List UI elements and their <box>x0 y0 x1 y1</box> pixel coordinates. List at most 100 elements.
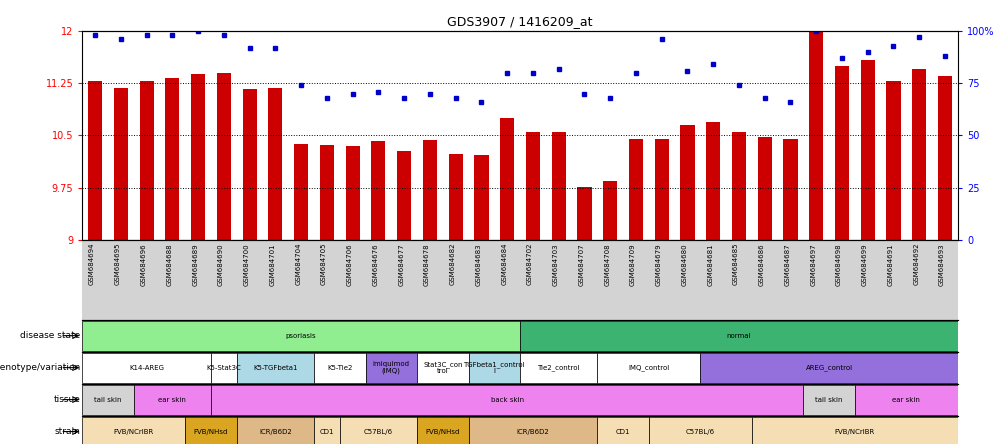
Bar <box>113 88 128 240</box>
Text: TGFbeta1_control
l: TGFbeta1_control l <box>463 361 525 374</box>
Text: normal: normal <box>726 333 750 339</box>
Bar <box>417 416 468 444</box>
Bar <box>474 155 488 240</box>
Bar <box>448 154 462 240</box>
Bar <box>500 118 514 240</box>
Text: FVB/NCrIBR: FVB/NCrIBR <box>113 428 153 435</box>
Bar <box>88 81 102 240</box>
Bar <box>752 416 957 444</box>
Title: GDS3907 / 1416209_at: GDS3907 / 1416209_at <box>447 16 592 28</box>
Text: K5-TGFbeta1: K5-TGFbeta1 <box>253 365 298 371</box>
Bar <box>525 132 539 240</box>
Text: ICR/B6D2: ICR/B6D2 <box>516 428 549 435</box>
Text: Stat3C_con
trol: Stat3C_con trol <box>423 361 462 374</box>
Bar <box>314 353 365 383</box>
Bar <box>468 353 519 383</box>
Text: GSM684691: GSM684691 <box>887 243 893 285</box>
Bar <box>82 416 185 444</box>
Bar <box>468 416 597 444</box>
Bar <box>185 416 236 444</box>
Bar <box>654 139 668 240</box>
Bar <box>783 139 797 240</box>
Text: GSM684697: GSM684697 <box>810 243 816 285</box>
Bar <box>210 385 803 415</box>
Text: GSM684689: GSM684689 <box>192 243 198 285</box>
Bar <box>340 416 417 444</box>
Bar <box>236 353 314 383</box>
Text: back skin: back skin <box>490 396 523 403</box>
Bar <box>705 122 719 240</box>
Text: GSM684698: GSM684698 <box>835 243 841 285</box>
Bar <box>628 139 642 240</box>
Text: Tie2_control: Tie2_control <box>537 364 579 371</box>
Bar <box>423 140 437 240</box>
Text: GSM684677: GSM684677 <box>398 243 404 285</box>
Bar <box>834 66 849 240</box>
Bar <box>397 151 411 240</box>
Bar <box>242 89 257 240</box>
Bar <box>597 353 699 383</box>
Bar <box>731 132 745 240</box>
Text: GSM684682: GSM684682 <box>449 243 455 285</box>
Text: GSM684692: GSM684692 <box>913 243 918 285</box>
Bar <box>699 353 957 383</box>
Bar <box>577 187 591 240</box>
Text: imiquimod
(IMQ): imiquimod (IMQ) <box>373 361 410 374</box>
Text: tail skin: tail skin <box>815 396 842 403</box>
Bar <box>82 385 133 415</box>
Text: C57BL/6: C57BL/6 <box>685 428 714 435</box>
Bar <box>860 60 874 240</box>
Bar <box>803 385 854 415</box>
Bar <box>519 321 957 351</box>
Text: ICR/B6D2: ICR/B6D2 <box>259 428 292 435</box>
Text: GSM684704: GSM684704 <box>295 243 301 285</box>
Bar <box>190 74 205 240</box>
Text: GSM684694: GSM684694 <box>89 243 95 285</box>
Text: FVB/NHsd: FVB/NHsd <box>193 428 228 435</box>
Text: GSM684701: GSM684701 <box>270 243 276 285</box>
Bar <box>133 385 210 415</box>
Text: strain: strain <box>54 427 80 436</box>
Text: GSM684708: GSM684708 <box>603 243 609 285</box>
Text: K14-AREG: K14-AREG <box>129 365 164 371</box>
Text: GSM684681: GSM684681 <box>706 243 712 285</box>
Bar <box>648 416 752 444</box>
Bar <box>294 144 308 240</box>
Text: FVB/NHsd: FVB/NHsd <box>425 428 460 435</box>
Text: GSM684695: GSM684695 <box>115 243 121 285</box>
Bar <box>597 416 648 444</box>
Bar <box>937 75 951 240</box>
Bar <box>911 69 926 240</box>
Text: CD1: CD1 <box>615 428 629 435</box>
Text: GSM684699: GSM684699 <box>861 243 867 285</box>
Text: C57BL/6: C57BL/6 <box>364 428 393 435</box>
Text: GSM684687: GSM684687 <box>784 243 790 285</box>
Text: GSM684709: GSM684709 <box>629 243 635 285</box>
Bar <box>346 146 360 240</box>
Text: ear skin: ear skin <box>158 396 186 403</box>
Bar <box>371 141 385 240</box>
Bar <box>269 88 283 240</box>
Bar <box>417 353 468 383</box>
Bar <box>602 181 616 240</box>
Text: GSM684703: GSM684703 <box>552 243 558 285</box>
Text: psoriasis: psoriasis <box>286 333 317 339</box>
Text: tissue: tissue <box>53 395 80 404</box>
Text: GSM684683: GSM684683 <box>475 243 481 285</box>
Bar <box>365 353 417 383</box>
Text: AREG_control: AREG_control <box>805 364 852 371</box>
Bar <box>809 31 823 240</box>
Text: K5-Tie2: K5-Tie2 <box>327 365 352 371</box>
Text: disease state: disease state <box>20 331 80 340</box>
Bar <box>679 125 693 240</box>
Text: genotype/variation: genotype/variation <box>0 363 80 372</box>
Text: GSM684680: GSM684680 <box>680 243 686 285</box>
Text: GSM684688: GSM684688 <box>166 243 172 285</box>
Bar <box>139 81 153 240</box>
Text: IMQ_control: IMQ_control <box>627 364 668 371</box>
Text: FVB/NCrIBR: FVB/NCrIBR <box>834 428 874 435</box>
Text: GSM684676: GSM684676 <box>372 243 378 285</box>
Text: GSM684679: GSM684679 <box>655 243 661 285</box>
Bar <box>216 73 230 240</box>
Text: ear skin: ear skin <box>892 396 920 403</box>
